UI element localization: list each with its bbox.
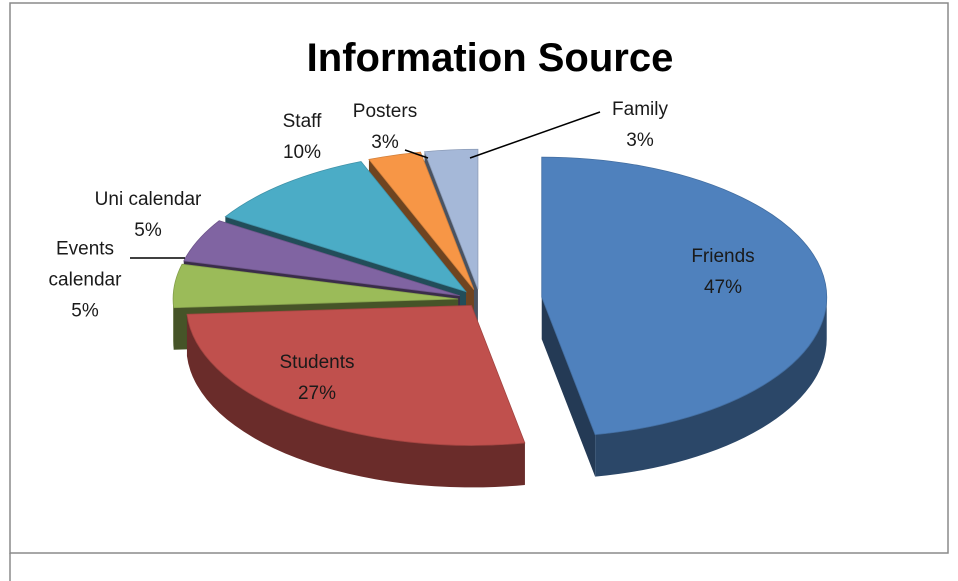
- chart-title: Information Source: [306, 36, 674, 80]
- value-label: 5%: [134, 220, 162, 241]
- chart-frame: [9, 2, 949, 554]
- slice-label: Staff 10%: [283, 106, 322, 168]
- category-label: Family: [612, 99, 668, 120]
- leader-line: [404, 149, 429, 159]
- value-label: 27%: [297, 383, 337, 404]
- slice-label: Friends 47%: [691, 241, 754, 303]
- slice-label: Posters 3%: [353, 96, 417, 158]
- category-label: Friends: [691, 246, 755, 267]
- category-label: Uni calendar: [94, 189, 202, 210]
- leader-line: [469, 111, 601, 159]
- value-label: 3%: [626, 130, 654, 151]
- slice: [541, 156, 828, 436]
- slice-side: [595, 297, 827, 477]
- category-label: Posters: [352, 101, 418, 122]
- value-label: 5%: [71, 300, 99, 322]
- slice-label: Students 27%: [280, 347, 355, 409]
- slice-label: Uni calendar 5%: [95, 184, 202, 246]
- slice: [423, 148, 479, 290]
- slice-side: [173, 298, 174, 350]
- slice: [172, 263, 459, 309]
- category-label: Events calendar: [48, 238, 122, 291]
- slice: [368, 151, 475, 290]
- value-label: 3%: [371, 132, 399, 153]
- slice-wall: [541, 297, 596, 477]
- slice: [186, 305, 526, 446]
- category-label: Students: [279, 352, 355, 373]
- value-label: 10%: [282, 142, 322, 163]
- slice: [183, 220, 460, 297]
- value-label: 47%: [703, 277, 743, 298]
- slice-side: [186, 314, 525, 488]
- pie: [172, 148, 828, 488]
- slice-label: Events calendar 5%: [30, 234, 140, 327]
- category-label: Staff: [282, 111, 322, 132]
- slice-label: Family 3%: [612, 94, 668, 156]
- slice: [224, 161, 468, 293]
